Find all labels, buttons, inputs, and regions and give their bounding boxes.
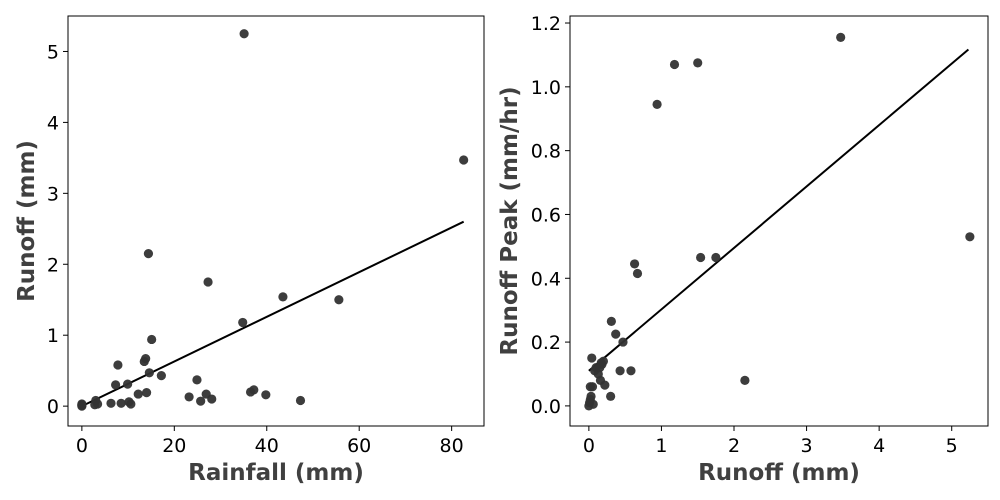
rainfall-runoff-plot: 0 20 40 60 80 0 1 2 3 4 5 Rainfall (mm) Runoff (mm)	[14, 15, 485, 486]
data-point	[586, 391, 596, 401]
y-tick-label: 1.0	[531, 77, 561, 99]
data-point	[261, 390, 271, 400]
y-tick-label: 4	[47, 112, 59, 134]
x-tick-label: 0	[583, 435, 595, 457]
data-point	[113, 360, 123, 370]
data-point	[711, 252, 721, 263]
y-axis-label: Runoff Peak (mm/hr)	[497, 86, 523, 355]
data-point	[278, 292, 288, 302]
x-tick-label: 2	[728, 435, 740, 457]
data-point	[141, 388, 152, 398]
y-tick-label: 1	[47, 325, 59, 347]
data-point	[587, 382, 598, 392]
data-point	[143, 249, 154, 259]
data-point	[836, 32, 846, 42]
data-point	[587, 353, 597, 363]
x-tick-label: 1	[655, 435, 667, 457]
data-point	[123, 379, 133, 389]
data-point	[693, 58, 703, 68]
data-point	[965, 232, 975, 242]
x-tick-label: 80	[440, 435, 464, 457]
data-point	[615, 366, 625, 376]
plot-frame	[569, 15, 989, 427]
data-point	[111, 380, 121, 390]
data-point	[207, 394, 217, 404]
x-tick-label: 3	[801, 435, 813, 457]
y-axis-label: Runoff (mm)	[14, 140, 40, 302]
data-point	[141, 354, 151, 364]
data-point	[184, 392, 194, 402]
y-tick-label: 0.6	[531, 204, 561, 226]
runoff-peak-plot: 0 1 2 3 4 5 0.0 0.2 0.4 0.6 0.8 1.0 1.2 Runoff (mm) Ru…	[497, 13, 989, 486]
data-point	[334, 295, 344, 305]
data-point	[126, 399, 136, 409]
data-point	[77, 399, 87, 409]
data-point	[611, 329, 621, 339]
y-tick-label: 1.2	[531, 13, 561, 35]
data-point	[295, 395, 306, 406]
data-point	[133, 389, 143, 399]
data-point	[606, 316, 616, 326]
data-point	[192, 375, 202, 385]
plot-frame	[67, 15, 485, 427]
data-point	[600, 380, 610, 390]
data-point	[588, 399, 598, 409]
data-point	[144, 368, 154, 378]
y-tick-label: 0.4	[531, 268, 561, 290]
data-point	[116, 398, 126, 408]
data-point	[92, 399, 103, 409]
x-tick-label: 20	[162, 435, 186, 457]
data-point	[629, 259, 640, 269]
data-point	[459, 155, 469, 165]
y-tick-label: 5	[47, 41, 59, 63]
fit-line	[588, 48, 970, 372]
data-point	[249, 385, 259, 395]
data-point	[147, 334, 157, 345]
y-tick-label: 0.2	[531, 332, 561, 354]
y-tick-label: 0.0	[531, 396, 561, 418]
data-point	[669, 59, 680, 70]
x-tick-label: 4	[873, 435, 885, 457]
data-point	[696, 252, 706, 263]
data-point	[740, 375, 750, 385]
x-axis-label: Rainfall (mm)	[188, 460, 364, 486]
fit-line	[81, 220, 465, 408]
x-tick-label: 0	[76, 435, 88, 457]
y-tick-label: 0	[47, 396, 59, 418]
x-tick-label: 40	[255, 435, 279, 457]
data-point	[632, 268, 643, 279]
y-tick-label: 2	[47, 254, 59, 276]
x-tick-label: 5	[946, 435, 958, 457]
y-tick-label: 3	[47, 183, 59, 205]
data-point	[626, 366, 636, 376]
x-axis-label: Runoff (mm)	[698, 460, 860, 486]
data-point	[106, 398, 116, 408]
x-tick-label: 60	[347, 435, 371, 457]
data-point	[606, 391, 616, 401]
data-point	[238, 317, 248, 328]
data-point	[156, 371, 166, 381]
data-point	[598, 356, 608, 366]
data-point	[618, 337, 628, 347]
y-tick-label: 0.8	[531, 141, 561, 163]
data-point	[239, 29, 249, 39]
data-point	[652, 99, 662, 109]
data-point	[196, 396, 206, 406]
data-point	[203, 277, 213, 287]
